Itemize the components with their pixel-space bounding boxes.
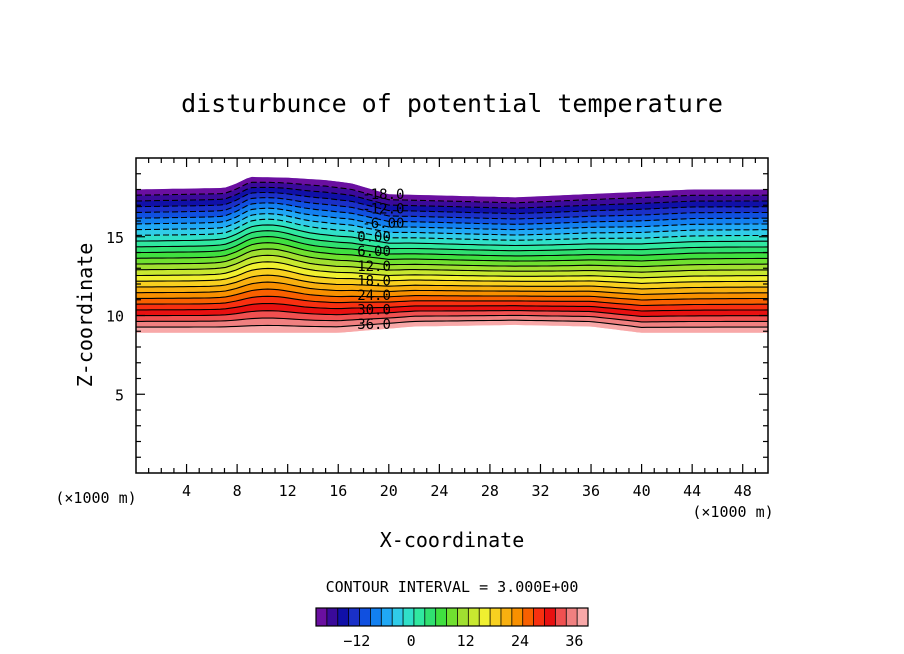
contour-interval-text: CONTOUR INTERVAL = 3.000E+00 xyxy=(326,578,579,596)
contour-line xyxy=(136,254,768,273)
x-tick-label: 40 xyxy=(633,482,651,500)
contour-label: 12.0 xyxy=(357,259,391,275)
contour-line xyxy=(136,191,768,215)
colorbar-swatch xyxy=(577,608,589,626)
contour-line xyxy=(136,197,768,220)
contour-lines xyxy=(136,181,768,328)
contour-label: -6.00 xyxy=(362,216,404,232)
contour-line xyxy=(136,224,768,247)
contour-line xyxy=(136,213,768,236)
contour-line xyxy=(136,302,768,312)
y-tick-label: 10 xyxy=(106,308,124,326)
x-tick-label: 32 xyxy=(531,482,549,500)
colorbar-tick-label: 12 xyxy=(457,632,475,650)
colorbar-swatch xyxy=(468,608,480,626)
colorbar-swatch xyxy=(326,608,339,626)
y-axis-label: Z-coordinate xyxy=(73,243,97,388)
contour-line xyxy=(136,295,768,307)
contour-line xyxy=(136,186,768,209)
colorbar-swatch xyxy=(316,608,328,626)
x-axis-label: X-coordinate xyxy=(380,528,525,552)
x-tick-label: 20 xyxy=(380,482,398,500)
x-tick-labels: 4 8 12 16 20 24 28 32 36 40 44 48 xyxy=(182,482,752,500)
colorbar-swatch xyxy=(435,608,447,626)
x-axis-unit: (×1000 m) xyxy=(692,503,773,521)
colorbar-swatch xyxy=(457,608,469,626)
contour-label: 24.0 xyxy=(357,288,391,304)
colorbar-swatch xyxy=(544,608,556,626)
colorbar-swatch xyxy=(359,608,371,626)
x-tick-label: 12 xyxy=(279,482,297,500)
colorbar-swatch xyxy=(413,608,426,626)
contour-line xyxy=(136,181,768,204)
contour-label: 0.00 xyxy=(357,230,391,246)
colorbar-swatch xyxy=(381,608,393,626)
colorbar-swatch xyxy=(555,608,567,626)
contour-label: 36.0 xyxy=(357,317,391,333)
colorbar-frame xyxy=(315,607,589,627)
contour-labels: -18.0-12.0-6.000.006.0012.018.024.030.03… xyxy=(357,187,404,333)
contour-label: 30.0 xyxy=(357,303,391,319)
contour-line xyxy=(136,319,768,328)
contour-line xyxy=(136,248,768,268)
contour-label: -18.0 xyxy=(362,187,404,203)
y-axis-unit: (×1000 m) xyxy=(55,489,136,507)
contour-line xyxy=(136,281,768,296)
contour-line xyxy=(136,202,768,225)
contour-line xyxy=(136,274,768,290)
contour-label: 6.00 xyxy=(357,244,391,260)
colorbar-tick-labels: −12 0 12 24 36 xyxy=(343,632,583,650)
colorbar-swatch xyxy=(348,608,360,626)
x-tick-label: 16 xyxy=(329,482,347,500)
contour-band xyxy=(136,176,768,204)
colorbar-swatch xyxy=(337,608,349,626)
x-tick-label: 24 xyxy=(430,482,448,500)
colorbar-swatch xyxy=(403,608,415,626)
colorbar-swatch xyxy=(392,608,404,626)
contour-line xyxy=(136,242,768,262)
contour-line xyxy=(136,309,768,317)
colorbar-swatch xyxy=(500,608,513,626)
colorbar-swatch xyxy=(490,608,502,626)
x-tick-label: 36 xyxy=(582,482,600,500)
contour-line xyxy=(136,207,768,231)
contour-line xyxy=(136,218,768,241)
colorbar-tick-label: 24 xyxy=(511,632,529,650)
contour-label: -12.0 xyxy=(362,201,404,217)
contour-line xyxy=(136,236,768,257)
colorbar-swatch xyxy=(446,608,458,626)
colorbar-swatch xyxy=(522,608,534,626)
colorbar-swatch xyxy=(533,608,545,626)
x-tick-label: 44 xyxy=(683,482,701,500)
contour-line xyxy=(136,267,768,284)
x-tick-label: 4 xyxy=(182,482,191,500)
y-tick-labels: 5 10 15 xyxy=(106,229,124,405)
y-tick-label: 15 xyxy=(106,229,124,247)
contour-line xyxy=(136,314,768,323)
colorbar xyxy=(315,607,589,627)
contour-label: 18.0 xyxy=(357,273,391,289)
y-tick-label: 5 xyxy=(115,386,124,404)
chart-title: disturbunce of potential temperature xyxy=(181,89,723,118)
x-tick-label: 28 xyxy=(481,482,499,500)
x-tick-label: 48 xyxy=(734,482,752,500)
colorbar-swatch xyxy=(479,608,491,626)
colorbar-swatch xyxy=(370,608,382,626)
contour-line xyxy=(136,288,768,301)
colorbar-tick-label: 36 xyxy=(565,632,583,650)
x-tick-label: 8 xyxy=(233,482,242,500)
colorbar-swatch xyxy=(566,608,578,626)
contour-line xyxy=(136,230,768,252)
axis-ticks xyxy=(136,158,768,473)
contour-line xyxy=(136,261,768,279)
colorbar-swatch xyxy=(511,608,524,626)
colorbar-swatch xyxy=(424,608,436,626)
colorbar-tick-label: −12 xyxy=(343,632,370,650)
colorbar-tick-label: 0 xyxy=(407,632,416,650)
